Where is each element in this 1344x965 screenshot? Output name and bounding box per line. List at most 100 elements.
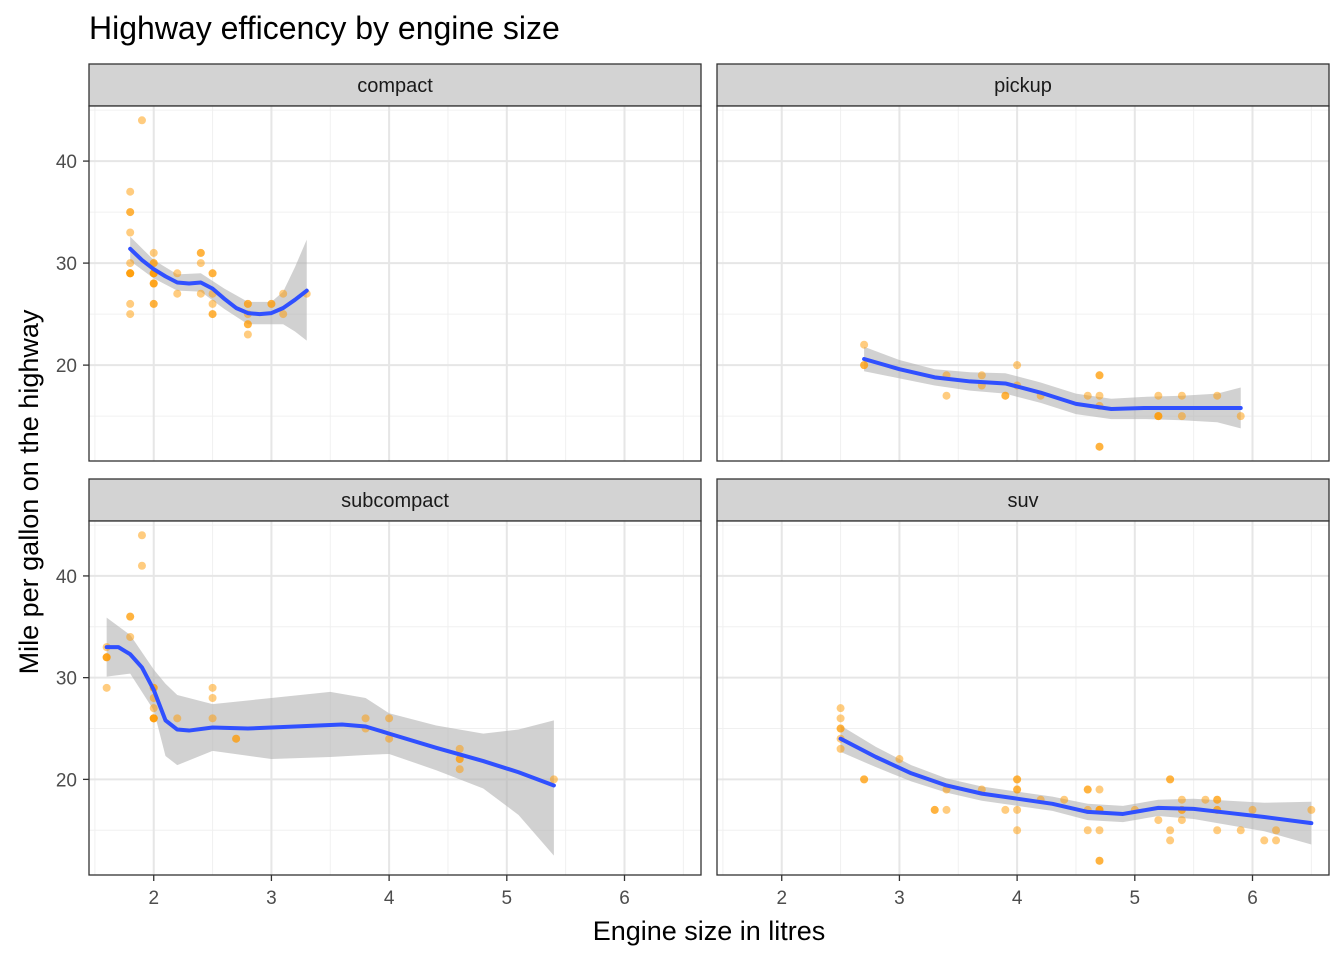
chart-title: Highway efficency by engine size (89, 10, 560, 46)
data-point (1001, 805, 1010, 814)
data-point (1083, 826, 1092, 835)
data-point (1213, 826, 1222, 835)
facet-strip (716, 478, 1330, 522)
y-tick-label: 40 (56, 567, 77, 588)
data-point (208, 310, 217, 319)
data-point (208, 694, 217, 702)
facet-strip-label: pickup (994, 75, 1052, 97)
data-point (149, 714, 158, 723)
x-tick-label: 6 (1247, 888, 1258, 909)
data-point (1272, 826, 1281, 835)
data-point (1177, 391, 1186, 400)
facet-strip (716, 63, 1330, 107)
data-point (126, 228, 135, 237)
data-point (126, 632, 135, 641)
y-tick-label: 40 (56, 152, 77, 173)
data-point (1154, 391, 1163, 400)
data-point (1177, 412, 1186, 421)
data-point (385, 734, 394, 743)
data-point (279, 289, 288, 298)
data-point (1013, 775, 1022, 784)
data-point (149, 279, 158, 288)
facet-panel-pickup: pickup (716, 63, 1330, 462)
data-point (149, 248, 158, 257)
data-point (1213, 391, 1222, 400)
facet-strip (88, 63, 702, 107)
data-point (977, 371, 986, 380)
data-point (1307, 805, 1316, 814)
data-point (1166, 826, 1175, 835)
data-point (1177, 795, 1186, 804)
data-point (942, 391, 951, 400)
data-point (361, 714, 370, 723)
data-point (1154, 816, 1163, 825)
data-point (836, 744, 845, 753)
data-point (1236, 826, 1245, 835)
panel-border (88, 105, 702, 462)
data-point (1213, 795, 1222, 804)
data-point (836, 714, 845, 723)
smooth-trend-line (128, 246, 309, 317)
y-tick-label: 30 (56, 254, 77, 275)
panel-background (89, 521, 701, 875)
data-point (1060, 795, 1069, 804)
data-point (149, 299, 158, 308)
data-point (1095, 826, 1104, 835)
panel-border (88, 520, 702, 876)
data-point (1236, 412, 1245, 421)
data-point (102, 683, 111, 692)
facet-panels: compact 20 30 40 pickup subcompact 20 30 40 2 3 4 5 6… (56, 63, 1330, 909)
facet-strip-label: subcompact (341, 490, 449, 512)
data-point (126, 310, 135, 319)
data-point (243, 330, 252, 339)
data-point (279, 310, 288, 319)
data-point (455, 765, 464, 774)
data-point (1013, 826, 1022, 835)
data-point (126, 612, 135, 621)
facet-panel-compact: compact 20 30 40 (56, 63, 702, 462)
data-point (860, 340, 869, 349)
data-point (1260, 836, 1269, 845)
data-point (942, 805, 951, 814)
data-point (137, 531, 146, 540)
data-point (243, 299, 252, 308)
data-point (549, 775, 558, 784)
data-point (126, 259, 135, 268)
panel-border (716, 520, 1330, 876)
data-point (126, 269, 135, 278)
facet-strip-label: suv (1007, 490, 1038, 512)
data-point (243, 320, 252, 329)
panel-border (716, 105, 1330, 462)
data-point (208, 269, 217, 278)
x-tick-label: 2 (148, 888, 159, 909)
smooth-trend-line (862, 356, 1243, 411)
data-point (1154, 412, 1163, 421)
data-point (1095, 391, 1104, 400)
data-point (1095, 442, 1104, 451)
data-point (860, 361, 869, 370)
y-axis-label: Mile per gallon on the highway (14, 309, 44, 674)
data-point (149, 259, 158, 268)
data-point (196, 289, 205, 298)
data-point (126, 299, 135, 308)
smooth-trend-line (838, 736, 1314, 826)
data-point (137, 561, 146, 570)
data-point (196, 259, 205, 268)
data-point (1201, 795, 1210, 804)
x-tick-label: 5 (502, 888, 513, 909)
data-point (1095, 371, 1104, 380)
data-point (208, 683, 217, 692)
data-point (455, 744, 464, 753)
data-point (208, 299, 217, 308)
data-point (1166, 775, 1175, 784)
data-point (173, 289, 182, 298)
data-point (173, 714, 182, 723)
y-tick-label: 20 (56, 770, 77, 791)
data-point (1166, 836, 1175, 845)
data-point (196, 248, 205, 257)
data-point (1013, 805, 1022, 814)
data-point (1013, 361, 1022, 370)
data-point (836, 724, 845, 733)
